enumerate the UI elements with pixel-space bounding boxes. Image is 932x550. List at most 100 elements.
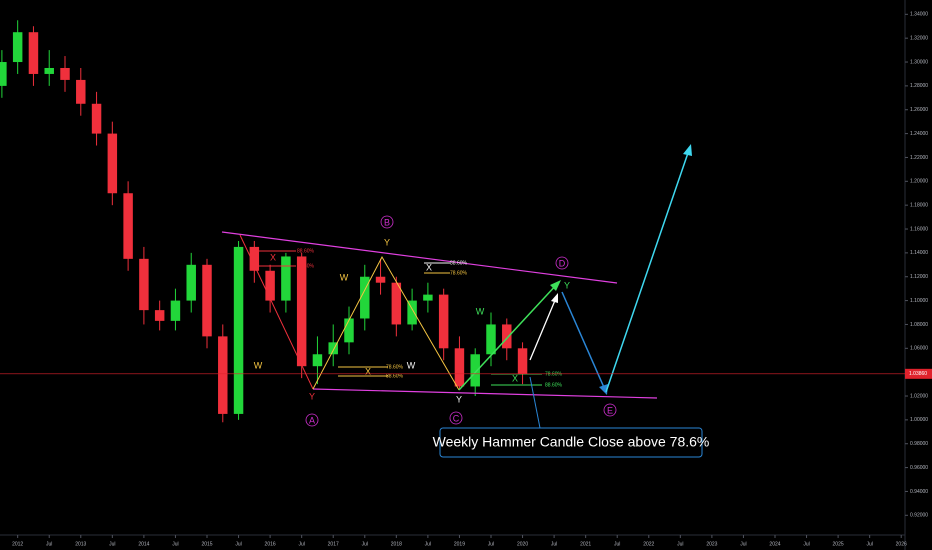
y-tick-label: 1.06000 <box>910 346 928 352</box>
candle-body <box>12 32 23 63</box>
candle-body <box>218 336 228 414</box>
x-tick-label: 2020 <box>517 541 528 547</box>
wave-label: Y <box>384 237 390 247</box>
candle-body <box>60 67 70 80</box>
candle-body <box>170 300 181 321</box>
x-tick-label: 2016 <box>265 541 276 547</box>
x-tick-label: Jul <box>235 541 241 547</box>
y-tick-label: 0.92000 <box>910 513 928 519</box>
candle-body <box>423 294 433 301</box>
x-tick-label: Jul <box>740 541 746 547</box>
wave-label: E <box>607 405 613 415</box>
y-tick-label: 1.20000 <box>910 179 928 185</box>
x-tick-label: Jul <box>677 541 683 547</box>
x-tick-label: 2022 <box>643 541 654 547</box>
wave-label: W <box>340 272 349 282</box>
wave-label: X <box>512 373 518 383</box>
wave-label: Y <box>309 391 315 401</box>
wave-label: B <box>384 217 390 227</box>
candle-body <box>296 256 307 367</box>
fib-label: 88.60% <box>450 260 468 266</box>
candle-body <box>76 79 86 104</box>
arrow-head <box>550 280 561 291</box>
x-tick-label: 2015 <box>201 541 212 547</box>
candle-body <box>139 258 149 311</box>
y-tick-label: 1.26000 <box>910 107 928 113</box>
y-tick-label: 1.22000 <box>910 155 928 161</box>
x-tick-label: Jul <box>362 541 368 547</box>
y-tick-label: 1.30000 <box>910 59 928 65</box>
candle-body <box>486 324 496 355</box>
wave-label: W <box>254 360 263 370</box>
x-tick-label: 2023 <box>706 541 717 547</box>
candle-body <box>360 276 370 319</box>
candle-body <box>470 354 480 387</box>
x-tick-label: 2021 <box>580 541 591 547</box>
wave-label: X <box>426 262 432 272</box>
x-tick-label: 2013 <box>75 541 86 547</box>
y-tick-label: 1.08000 <box>910 322 928 328</box>
white-arrow <box>529 297 557 361</box>
wave-label: A <box>309 415 315 425</box>
cyan-arrow <box>605 149 690 393</box>
y-tick-label: 1.00000 <box>910 417 928 423</box>
fib-label: 78.60% <box>386 364 404 370</box>
y-tick-label: 0.98000 <box>910 441 928 447</box>
fib-label: 88.60% <box>545 382 563 388</box>
blue-arrow <box>561 291 607 393</box>
candle-body <box>517 348 528 374</box>
candle-body <box>186 264 196 301</box>
candle-body <box>202 264 212 337</box>
candle-body <box>265 270 275 301</box>
candle-body <box>454 348 465 387</box>
upper-trendline <box>221 231 618 284</box>
candle-body <box>328 342 338 355</box>
fib-label: 78.60% <box>545 371 563 377</box>
wave-label: C <box>453 413 460 423</box>
fib-label: 88.60% <box>297 248 315 254</box>
x-tick-label: 2024 <box>769 541 780 547</box>
wave-label: X <box>365 366 371 376</box>
plot <box>0 20 528 423</box>
wave-label: X <box>270 252 276 262</box>
candle-body <box>281 256 291 301</box>
candle-body <box>28 32 39 74</box>
wave-label: W <box>476 306 485 316</box>
x-tick-label: Jul <box>866 541 872 547</box>
y-tick-label: 1.02000 <box>910 393 928 399</box>
candle-body <box>438 294 449 349</box>
arrow-head <box>551 293 558 303</box>
candle-body <box>249 246 260 271</box>
candle-body <box>344 318 354 343</box>
green-wave <box>458 282 559 391</box>
last-price-tag <box>905 368 932 379</box>
wave-label: Y <box>564 280 570 290</box>
x-tick-label: 2012 <box>12 541 23 547</box>
y-tick-label: 1.24000 <box>910 131 928 137</box>
candle-body <box>0 62 7 86</box>
callout-pointer <box>529 376 541 429</box>
candle-body <box>502 324 512 349</box>
y-tick-label: 0.96000 <box>910 465 928 471</box>
candle-body <box>123 193 133 259</box>
labels: A B C D E Y Y Y Y W W W W X X X X 88.60%… <box>254 217 710 449</box>
wave-label: Y <box>456 394 462 404</box>
drawings <box>221 144 703 458</box>
x-tick-label: Jul <box>488 541 494 547</box>
x-tick-label: 2017 <box>328 541 339 547</box>
candle-body <box>391 282 402 325</box>
last-price-label: 1.03860 <box>909 371 927 377</box>
y-tick-label: 1.32000 <box>910 35 928 41</box>
lower-trendline <box>312 388 658 399</box>
x-tick-label: Jul <box>551 541 557 547</box>
y-tick-label: 1.34000 <box>910 12 928 18</box>
x-tick-label: Jul <box>172 541 178 547</box>
yellow-wave <box>312 255 460 391</box>
x-tick-label: Jul <box>109 541 115 547</box>
candle-body <box>375 276 386 283</box>
wave-label: W <box>407 360 416 370</box>
x-tick-label: 2014 <box>138 541 149 547</box>
x-tick-label: 2025 <box>833 541 844 547</box>
x-tick-label: 2026 <box>896 541 907 547</box>
